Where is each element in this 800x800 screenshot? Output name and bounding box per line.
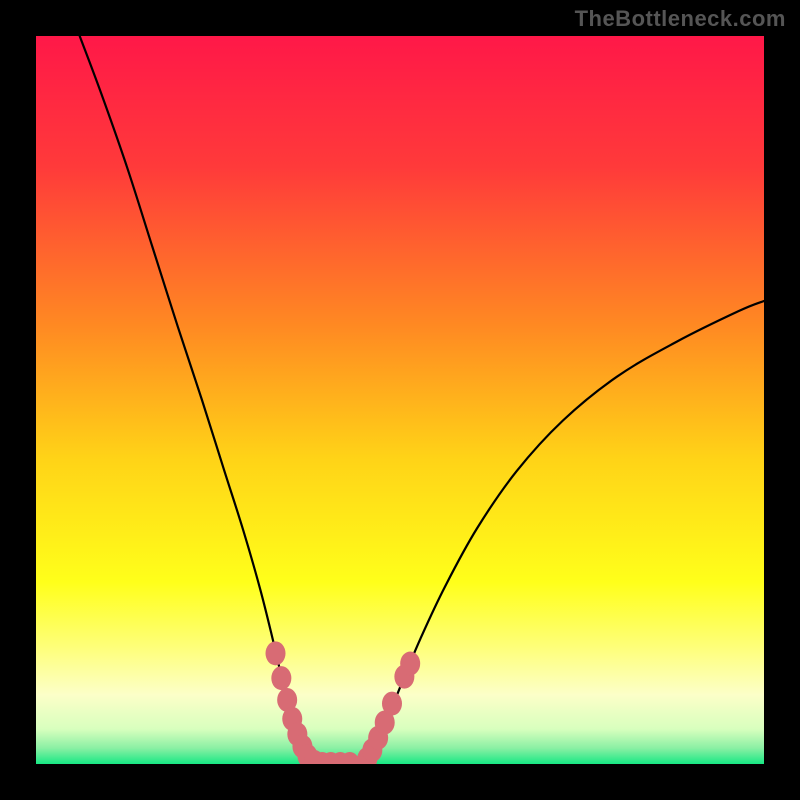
bottleneck-chart	[36, 36, 764, 764]
gradient-background	[36, 36, 764, 764]
watermark-text: TheBottleneck.com	[575, 6, 786, 32]
marker-dot	[400, 652, 420, 676]
chart-frame: TheBottleneck.com	[0, 0, 800, 800]
plot-area	[36, 36, 764, 764]
marker-dot	[266, 641, 286, 665]
marker-dot	[271, 666, 291, 690]
marker-dot	[382, 692, 402, 716]
